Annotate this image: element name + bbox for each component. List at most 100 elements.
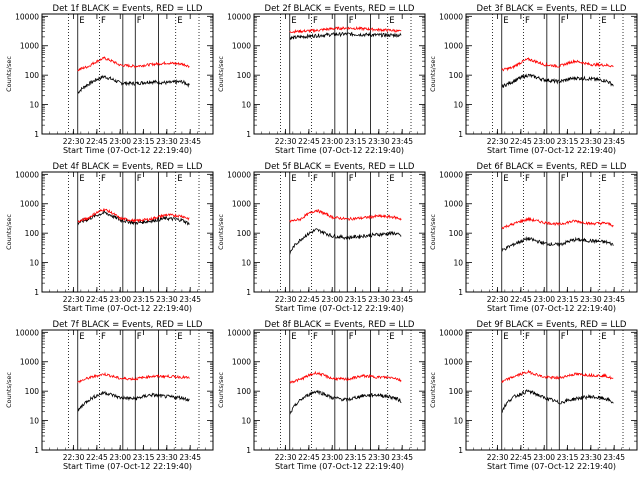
event-marker-label: F [349,174,354,184]
x-tick-label: 23:15 [133,453,155,462]
x-tick-label: 23:15 [133,137,155,146]
x-tick-label: 23:30 [580,453,602,462]
event-marker-label: F [137,16,142,26]
event-marker-label: E [291,332,296,342]
y-tick-label: 10 [29,101,39,110]
event-marker-label: E [291,174,296,184]
y-tick-label: 100 [237,71,252,80]
panel-title: Det 6f BLACK = Events, RED = LLD [477,162,627,172]
y-tick-label: 100 [237,387,252,396]
y-tick-label: 1 [246,130,251,139]
event-marker-label: E [389,16,394,26]
x-tick-label: 23:00 [533,453,555,462]
panel-9: Det 9f BLACK = Events, RED = LLD Counts/s… [429,320,638,471]
x-tick-label: 23:45 [179,295,201,304]
x-tick-label: 23:15 [345,137,367,146]
event-marker-label: E [291,16,296,26]
event-marker-label: E [79,16,84,26]
y-tick-label: 10000 [439,12,463,21]
y-tick-label: 1000 [444,42,463,51]
x-tick-label: 23:45 [179,137,201,146]
x-axis-label: Start Time (07-Oct-12 22:19:40) [487,146,616,155]
panel-6: Det 6f BLACK = Events, RED = LLD Counts/s… [429,162,638,313]
series-line-red [501,57,614,72]
x-tick-label: 22:45 [298,453,320,462]
y-tick-label: 10 [29,259,39,268]
y-tick-label: 1000 [444,358,463,367]
y-tick-label: 10000 [227,328,251,337]
event-marker-label: F [101,332,106,342]
event-marker-label: F [313,16,318,26]
y-tick-label: 1 [458,130,463,139]
x-tick-label: 22:30 [487,137,509,146]
y-axis-label: Counts/sec [429,372,437,408]
x-tick-label: 22:30 [275,453,297,462]
panel-title: Det 8f BLACK = Events, RED = LLD [265,320,415,330]
event-marker-label: F [525,174,530,184]
y-tick-label: 10000 [15,328,39,337]
event-marker-label: E [601,174,606,184]
x-tick-label: 22:30 [63,295,85,304]
series-line-black [501,388,614,413]
y-tick-label: 10 [241,101,251,110]
x-tick-label: 23:30 [156,137,178,146]
y-tick-label: 10000 [439,170,463,179]
y-axis-label: Counts/sec [5,372,13,408]
x-tick-label: 22:45 [86,453,108,462]
event-marker-label: E [389,332,394,342]
series-line-black [77,210,190,226]
series-line-black [77,74,190,94]
x-tick-label: 23:00 [321,137,343,146]
y-tick-label: 1 [34,288,39,297]
x-tick-label: 23:15 [345,453,367,462]
event-marker-label: F [313,332,318,342]
y-axis-label: Counts/sec [429,214,437,250]
plot-frame [41,329,214,451]
x-tick-label: 23:00 [109,137,131,146]
x-tick-label: 23:30 [368,137,390,146]
event-marker-label: F [137,174,142,184]
series-line-black [289,31,402,40]
y-tick-label: 1000 [20,358,39,367]
event-marker-label: E [79,174,84,184]
series-line-black [77,390,190,412]
panel-5: Det 5f BLACK = Events, RED = LLD Counts/s… [217,162,426,313]
event-marker-label: F [349,332,354,342]
y-tick-label: 10000 [439,328,463,337]
y-tick-label: 10 [453,101,463,110]
event-marker-label: E [177,16,182,26]
panel-2: Det 2f BLACK = Events, RED = LLD Counts/s… [217,4,426,155]
series-line-black [289,228,402,255]
event-marker-label: F [101,16,106,26]
x-tick-label: 23:45 [603,453,625,462]
y-tick-label: 10 [241,259,251,268]
y-axis-label: Counts/sec [217,56,225,92]
y-tick-label: 1 [246,446,251,455]
x-tick-label: 22:45 [510,295,532,304]
plot-frame [253,13,426,135]
panel-title: Det 1f BLACK = Events, RED = LLD [53,4,203,14]
y-tick-label: 10000 [15,170,39,179]
x-tick-label: 23:15 [557,453,579,462]
event-marker-label: E [79,332,84,342]
event-marker-label: E [177,332,182,342]
y-tick-label: 100 [449,71,464,80]
y-tick-label: 100 [25,387,40,396]
x-tick-label: 23:30 [580,295,602,304]
x-tick-label: 22:30 [63,453,85,462]
event-marker-label: F [349,16,354,26]
y-tick-label: 1 [34,130,39,139]
series-line-black [289,389,402,415]
event-marker-label: F [313,174,318,184]
x-tick-label: 23:45 [603,295,625,304]
x-tick-label: 23:30 [368,453,390,462]
event-marker-label: F [101,174,106,184]
event-marker-label: F [525,332,530,342]
plot-frame [253,329,426,451]
series-line-red [77,208,190,223]
y-tick-label: 100 [237,229,252,238]
y-tick-label: 10000 [227,12,251,21]
y-tick-label: 1000 [20,42,39,51]
plot-frame [465,329,638,451]
x-tick-label: 23:45 [391,453,413,462]
